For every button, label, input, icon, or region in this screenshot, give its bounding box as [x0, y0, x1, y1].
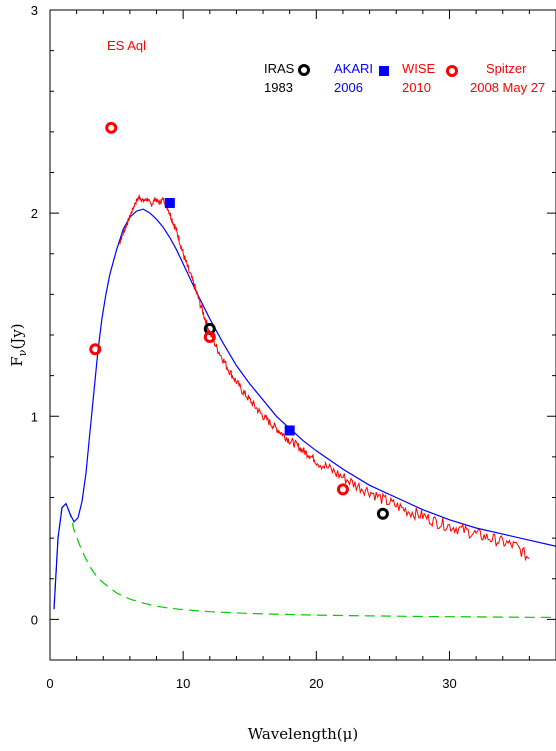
legend-label-iras: IRAS: [264, 61, 295, 76]
legend: IRAS 1983 AKARI 2006 WISE 2010 Spitzer 2008 May…: [264, 61, 545, 95]
legend-label-akari: AKARI: [334, 61, 373, 76]
y-axis-title: Fν(Jy): [8, 323, 29, 366]
y-tick-label-2: 2: [31, 206, 38, 221]
legend-entry-akari: AKARI 2006: [334, 61, 389, 95]
y-ticks: 0 1 2 3: [31, 3, 556, 661]
y-axis-title-main: F: [8, 356, 26, 366]
x-axis-title: Wavelength(μ): [248, 725, 359, 743]
akari-point: [284, 425, 295, 436]
spitzer-spectrum-line: [118, 193, 530, 562]
y-axis-title-rest: (Jy): [8, 323, 26, 349]
series-photosphere: [53, 502, 556, 618]
model-sed-line: [53, 208, 556, 610]
plot-frame: [49, 9, 556, 661]
annotation-label: ES Aql: [107, 38, 146, 53]
y-tick-label-1: 1: [31, 409, 38, 424]
series-model: [53, 208, 556, 610]
legend-year-spitzer: 2008 May 27: [470, 80, 545, 95]
y-tick-label-0: 0: [31, 612, 38, 627]
akari-point: [164, 197, 175, 208]
series-spitzer: [118, 193, 530, 562]
wise-point: [105, 121, 118, 134]
x-tick-label-10: 10: [176, 676, 190, 691]
y-tick-label-3: 3: [31, 3, 38, 18]
x-tick-label-20: 20: [309, 676, 323, 691]
legend-year-akari: 2006: [334, 80, 363, 95]
legend-entry-wise: WISE 2010: [402, 61, 458, 95]
series-layer: [53, 193, 556, 618]
x-tick-label-30: 30: [442, 676, 456, 691]
iras-point: [376, 507, 389, 520]
points-akari: [164, 197, 295, 436]
wise-point: [203, 331, 216, 344]
photosphere-dashed-line: [53, 502, 556, 618]
legend-year-iras: 1983: [264, 80, 293, 95]
legend-label-spitzer: Spitzer: [486, 61, 527, 76]
x-ticks: 0 10 20 30: [46, 10, 556, 691]
y-axis-title-sub: ν: [16, 349, 29, 356]
legend-entry-iras: IRAS 1983: [264, 61, 310, 95]
axes: [49, 9, 556, 661]
x-tick-label-0: 0: [46, 676, 53, 691]
legend-entry-spitzer: Spitzer 2008 May 27: [470, 61, 545, 95]
legend-marker-wise: [446, 65, 458, 77]
marker-layer: [89, 121, 389, 520]
legend-label-wise: WISE: [402, 61, 436, 76]
legend-marker-akari: [379, 66, 389, 76]
legend-marker-iras: [298, 64, 310, 76]
wise-point: [89, 343, 102, 356]
points-wise: [89, 121, 349, 496]
legend-year-wise: 2010: [402, 80, 431, 95]
wise-point: [336, 483, 349, 496]
